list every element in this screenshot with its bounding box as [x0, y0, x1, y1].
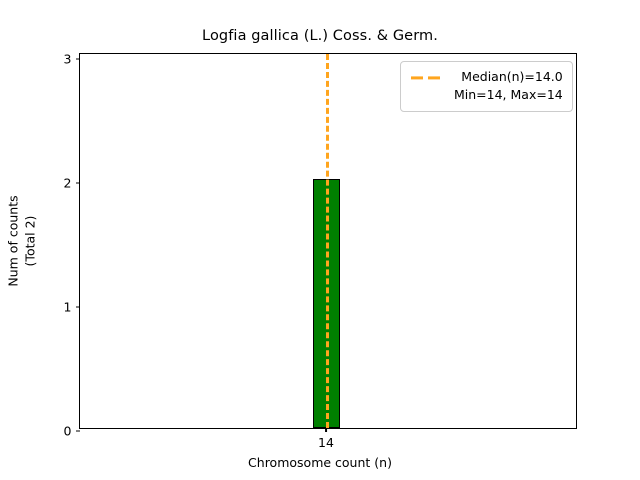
y-axis-tick-1: 1: [63, 297, 80, 316]
y-axis-tick-3: 3: [63, 49, 80, 68]
legend-entry-median: Median(n)=14.0 Min=14, Max=14: [454, 68, 563, 104]
y-tick-mark-3: [76, 58, 80, 60]
plot-area: 0 1 2 3 14 Median(n)=14.0 Min=: [63, 52, 577, 450]
y-tick-mark-1: [76, 306, 80, 308]
y-tick-label-2: 2: [63, 175, 72, 191]
y-axis-tick-2: 2: [63, 173, 80, 192]
y-tick-label-0: 0: [63, 423, 72, 439]
y-tick-label-3: 3: [63, 51, 72, 67]
y-axis-label-line1: Num of counts: [5, 195, 21, 287]
x-axis-tick-14: 14: [318, 428, 334, 450]
y-tick-mark-0: [76, 430, 80, 432]
y-axis-label-line2: (Total 2): [22, 215, 37, 267]
page-title: Logfia gallica (L.) Coss. & Germ.: [202, 28, 438, 44]
legend-label-minmax: Min=14, Max=14: [454, 87, 563, 102]
median-line: [326, 54, 329, 428]
legend-label-median: Median(n)=14.0: [461, 69, 563, 84]
y-tick-label-1: 1: [63, 299, 72, 315]
x-axis-label: Chromosome count (n): [248, 455, 392, 470]
legend: Median(n)=14.0 Min=14, Max=14: [400, 61, 573, 112]
y-tick-mark-2: [76, 182, 80, 184]
y-axis-label: Num of counts (Total 2): [6, 195, 39, 286]
x-tick-mark-14: [325, 428, 327, 432]
legend-dashed-line-icon: [410, 69, 445, 86]
y-axis-tick-0: 0: [63, 421, 80, 440]
x-tick-label-14: 14: [318, 434, 334, 450]
